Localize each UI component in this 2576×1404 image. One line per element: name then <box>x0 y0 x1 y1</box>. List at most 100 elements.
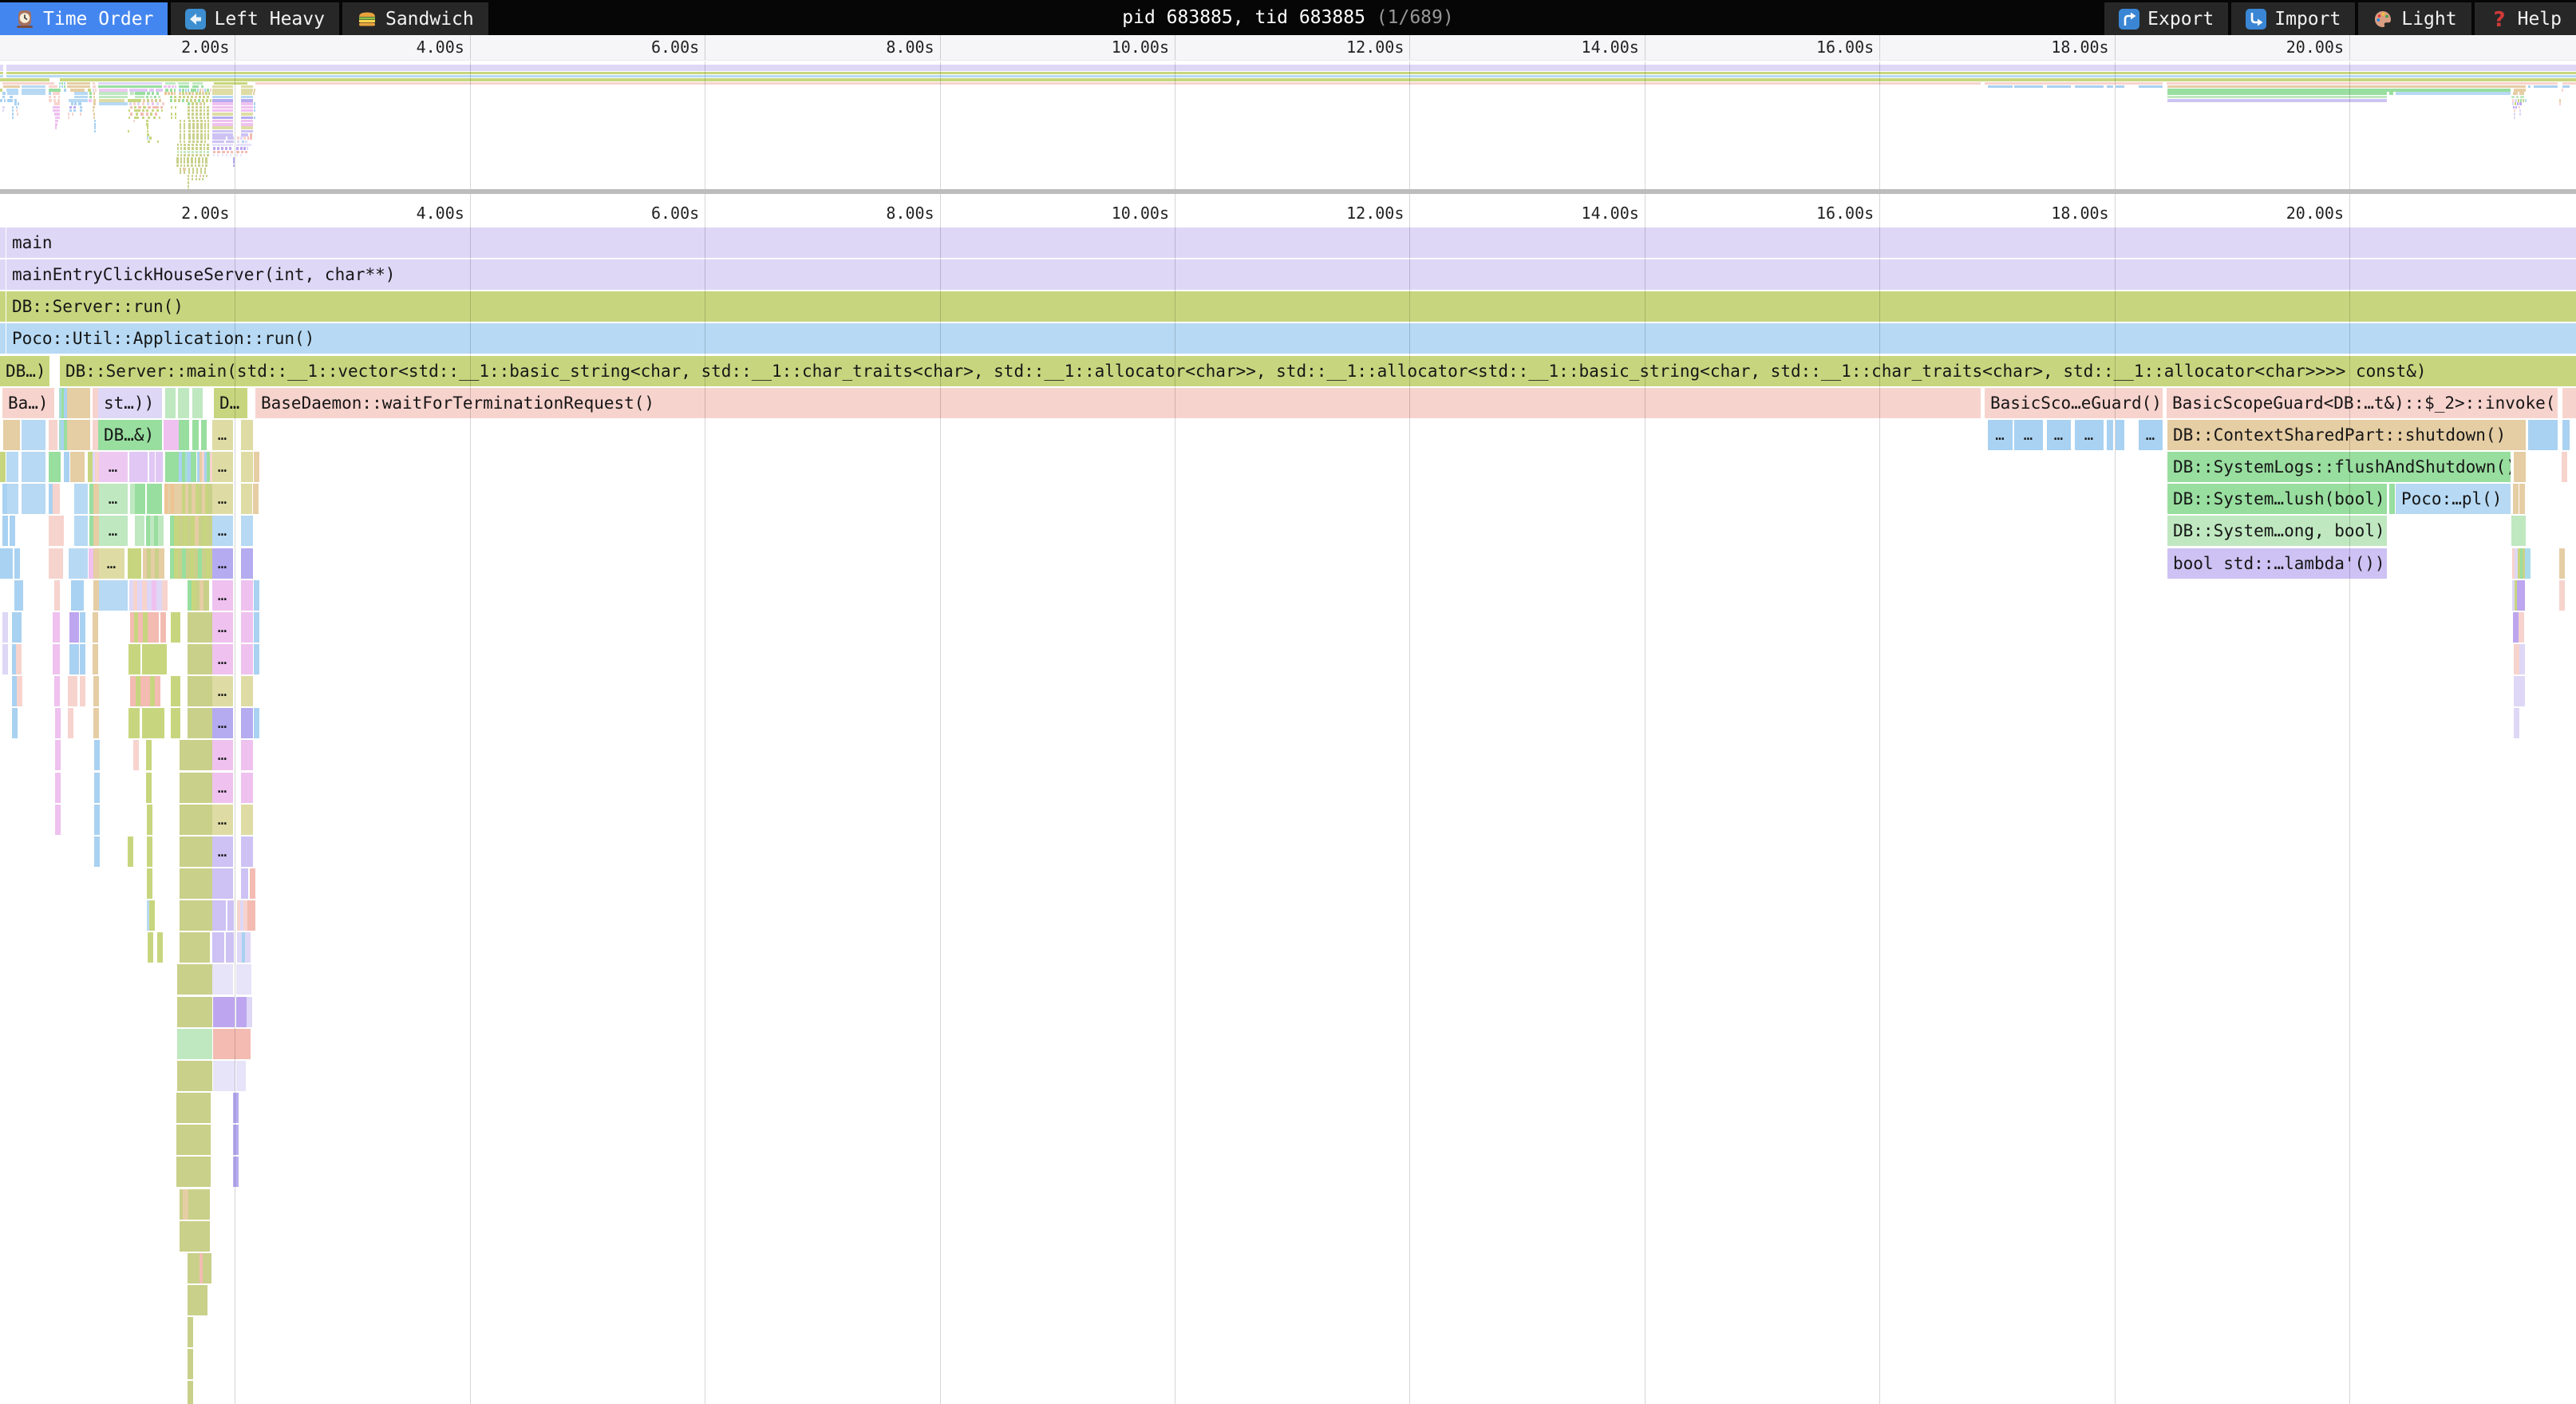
frame[interactable]: BasicSco…eGuard() <box>1985 387 2163 418</box>
frame[interactable] <box>192 964 197 995</box>
frame[interactable] <box>155 548 160 579</box>
frame[interactable] <box>2513 484 2519 515</box>
frame[interactable] <box>241 516 253 547</box>
frame[interactable] <box>198 548 203 579</box>
frame[interactable] <box>148 611 153 643</box>
frame[interactable] <box>191 452 196 483</box>
frame[interactable] <box>4 548 10 579</box>
frame[interactable] <box>191 1093 196 1124</box>
frame[interactable] <box>204 740 210 771</box>
frame[interactable]: mainEntryClickHouseServer(int, char**) <box>6 259 2576 291</box>
frame[interactable]: … <box>2075 419 2104 450</box>
frame[interactable] <box>80 611 85 643</box>
frame[interactable] <box>186 548 192 579</box>
frame[interactable] <box>73 643 79 674</box>
frame[interactable]: … <box>1988 419 2013 450</box>
minimap[interactable] <box>0 61 2576 189</box>
frame[interactable] <box>241 452 253 483</box>
frame[interactable] <box>157 932 163 963</box>
frame[interactable] <box>168 419 173 450</box>
frame[interactable] <box>200 996 205 1027</box>
frame[interactable] <box>2559 548 2565 579</box>
frame[interactable] <box>146 772 152 803</box>
frame[interactable] <box>179 484 184 515</box>
frame[interactable] <box>188 804 194 835</box>
frame[interactable]: … <box>2047 419 2071 450</box>
frame[interactable] <box>187 516 192 547</box>
frame[interactable] <box>180 836 185 867</box>
frame[interactable] <box>170 548 176 579</box>
frame[interactable] <box>175 611 180 643</box>
frame[interactable]: … <box>99 548 124 579</box>
frame[interactable] <box>188 579 193 611</box>
frame[interactable] <box>171 484 176 515</box>
frame[interactable] <box>147 579 152 611</box>
frame[interactable] <box>200 932 206 963</box>
frame[interactable]: st…)) <box>98 387 162 418</box>
frame[interactable] <box>2107 419 2113 450</box>
frame[interactable] <box>207 452 212 483</box>
frame[interactable] <box>2562 452 2567 483</box>
frame[interactable] <box>178 387 189 418</box>
frame[interactable] <box>241 676 253 707</box>
frame[interactable] <box>188 932 194 963</box>
frame[interactable] <box>187 1125 192 1156</box>
frame[interactable]: DB::Server::run() <box>6 291 2576 322</box>
frame[interactable] <box>2562 387 2576 418</box>
frame[interactable] <box>188 1381 193 1404</box>
frame[interactable] <box>156 484 162 515</box>
frame[interactable] <box>148 708 153 739</box>
frame[interactable] <box>204 1188 210 1220</box>
frame[interactable] <box>217 1060 223 1091</box>
frame[interactable]: … <box>212 836 233 867</box>
frame[interactable] <box>196 1060 201 1091</box>
frame[interactable] <box>225 996 231 1027</box>
frame[interactable] <box>69 611 75 643</box>
frame[interactable] <box>241 579 253 611</box>
frame[interactable] <box>192 932 198 963</box>
frame[interactable] <box>175 708 180 739</box>
frame[interactable] <box>200 1028 205 1059</box>
frame[interactable] <box>200 1060 205 1091</box>
frame[interactable] <box>188 772 194 803</box>
frame[interactable] <box>53 516 59 547</box>
frame[interactable] <box>156 579 162 611</box>
frame[interactable] <box>233 1157 239 1188</box>
frame[interactable] <box>128 836 133 867</box>
frame[interactable] <box>226 932 234 963</box>
frame[interactable] <box>196 1188 202 1220</box>
frame[interactable] <box>203 708 209 739</box>
frame[interactable] <box>22 419 45 450</box>
frame[interactable] <box>195 1093 200 1124</box>
frame[interactable] <box>2514 452 2526 483</box>
frame[interactable] <box>2516 516 2522 547</box>
frame[interactable] <box>241 643 253 674</box>
frame[interactable] <box>204 836 210 867</box>
frame[interactable]: bool std::…lambda'()) <box>2167 548 2387 579</box>
frame[interactable] <box>150 516 156 547</box>
frame[interactable] <box>2519 611 2524 643</box>
frame[interactable] <box>22 452 45 483</box>
frame[interactable] <box>196 611 201 643</box>
frame[interactable] <box>250 900 255 931</box>
frame[interactable] <box>2514 676 2519 707</box>
frame[interactable] <box>93 516 99 547</box>
frame[interactable]: … <box>2139 419 2163 450</box>
frame[interactable] <box>254 579 259 611</box>
frame[interactable]: … <box>212 740 233 771</box>
frame[interactable] <box>198 1125 203 1156</box>
frame[interactable] <box>188 484 194 515</box>
frame[interactable] <box>192 676 197 707</box>
frame[interactable] <box>192 868 198 899</box>
frame[interactable] <box>236 1060 242 1091</box>
frame[interactable] <box>174 548 180 579</box>
frame[interactable] <box>192 772 198 803</box>
frame[interactable] <box>207 836 213 867</box>
frame[interactable] <box>241 611 253 643</box>
frame[interactable] <box>192 900 198 931</box>
frame[interactable]: … <box>212 643 233 674</box>
frame[interactable] <box>170 516 176 547</box>
frame[interactable] <box>254 643 259 674</box>
frame[interactable] <box>2515 611 2521 643</box>
frame[interactable] <box>58 516 64 547</box>
